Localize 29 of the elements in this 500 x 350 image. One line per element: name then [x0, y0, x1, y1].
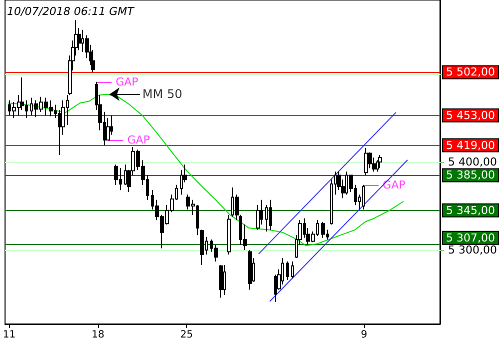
chart-title: 10/07/2018 06:11 GMT: [7, 5, 136, 18]
ref-line-label: 5 345,00: [446, 204, 495, 217]
candlestick: [227, 214, 231, 255]
candlestick: [364, 147, 368, 176]
candlestick: [200, 229, 204, 266]
ref-line-label: 5 307,00: [446, 231, 495, 244]
annotation: GAP: [127, 133, 150, 146]
x-tick-label: 18: [92, 330, 104, 340]
series-label: MM 50: [142, 87, 182, 102]
y-tick-label: 5 300,00: [448, 244, 497, 257]
ref-line-label: 5 453,00: [446, 108, 495, 122]
x-tick-label: 9: [360, 330, 368, 340]
candlestick: [321, 221, 325, 238]
candlestick: [378, 154, 382, 169]
candlestick: [248, 250, 252, 290]
candlestick: [269, 199, 272, 230]
annotation: GAP: [382, 178, 406, 192]
candlestick: [286, 260, 289, 280]
candlestick: [219, 264, 223, 298]
candlestick: [223, 264, 226, 296]
candlestick: [291, 260, 294, 279]
x-tick-label: 11: [2, 330, 16, 340]
y-tick-label: 5 400,00: [448, 156, 497, 168]
annotation: GAP: [116, 75, 139, 88]
ref-line-label: 5 385,00: [446, 168, 495, 182]
candlestick: [362, 184, 365, 210]
ref-line-label: 5 502,00: [446, 66, 495, 79]
ref-line-label: 5 419,00: [446, 138, 495, 152]
x-tick-label: 25: [180, 330, 194, 340]
